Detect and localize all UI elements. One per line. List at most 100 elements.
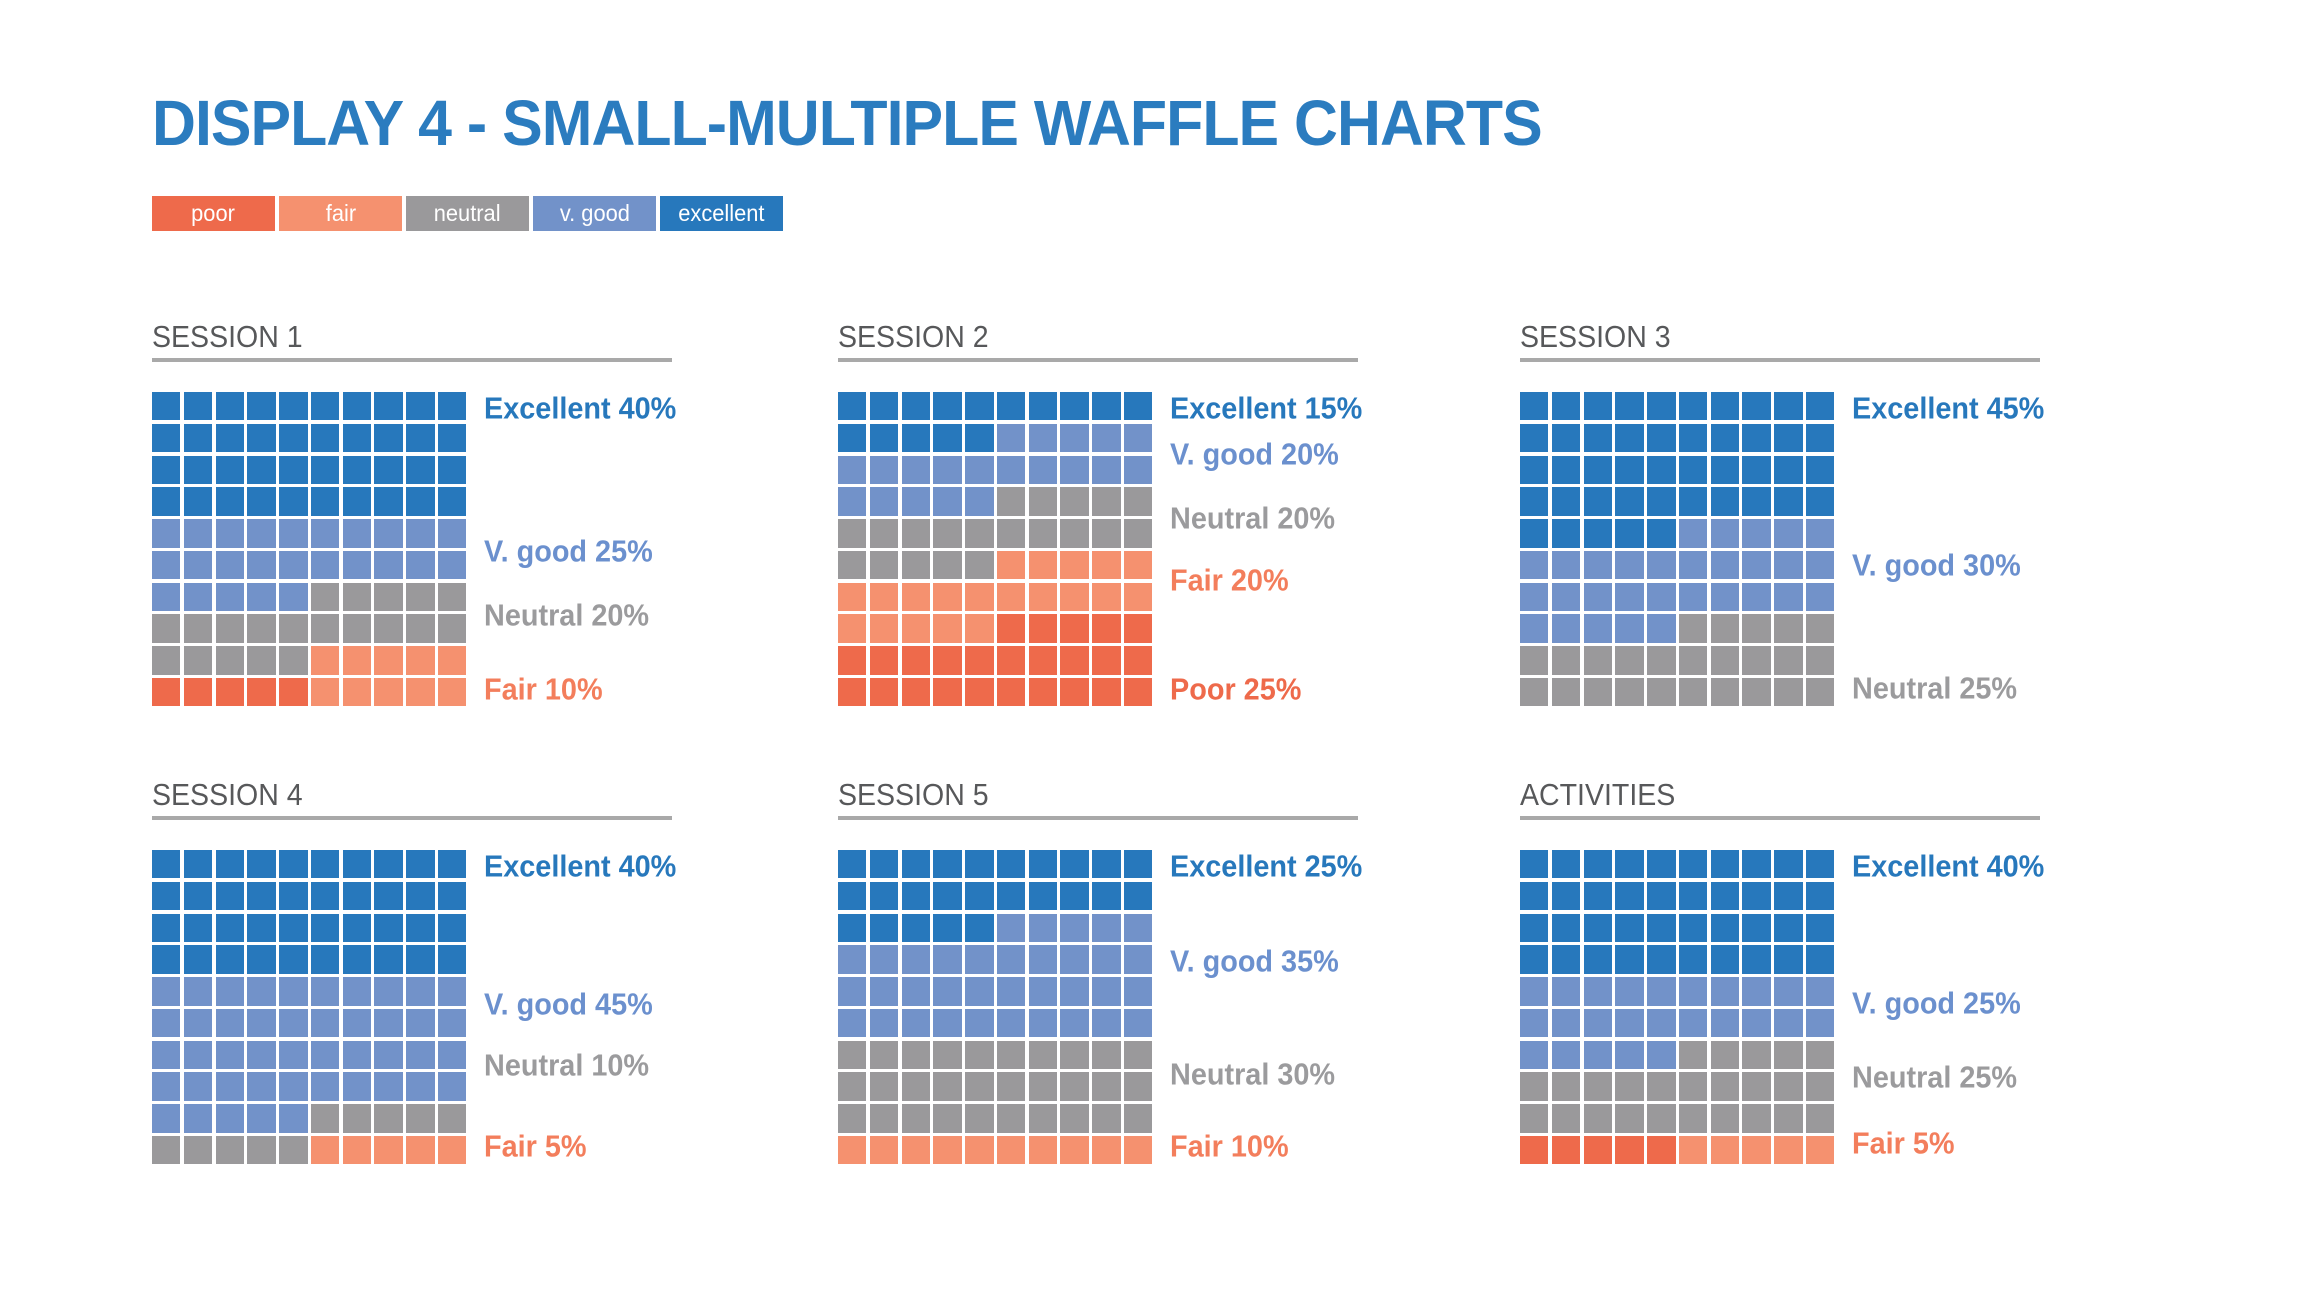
waffle-cell-v_good	[1028, 913, 1058, 942]
waffle-cell-excellent	[1551, 392, 1581, 421]
waffle-cell-excellent	[342, 455, 372, 484]
waffle-cell-neutral	[965, 1072, 994, 1101]
waffle-cell-excellent	[1678, 423, 1708, 453]
category-label-neutral: Neutral 10%	[484, 1047, 650, 1083]
chart-title: SESSION 1	[152, 319, 303, 354]
waffle-cell-neutral	[1647, 646, 1676, 675]
waffle-cell-poor	[1028, 678, 1058, 707]
waffle-cell-excellent	[1028, 881, 1058, 911]
waffle-cell-v_good	[1710, 550, 1740, 580]
waffle-cell-excellent	[1647, 913, 1676, 942]
waffle-cell-excellent	[1647, 850, 1676, 879]
waffle-cell-poor	[183, 678, 213, 707]
waffle-cell-neutral	[1124, 1072, 1153, 1101]
waffle-cell-neutral	[215, 646, 244, 675]
waffle-cell-neutral	[965, 1040, 994, 1070]
waffle-cell-excellent	[1742, 881, 1771, 911]
waffle-cell-excellent	[901, 913, 930, 942]
waffle-cell-excellent	[1806, 913, 1835, 942]
waffle-cell-neutral	[183, 646, 213, 675]
waffle-cell-neutral	[901, 550, 930, 580]
waffle-cell-v_good	[1028, 945, 1058, 974]
waffle-cell-neutral	[1710, 614, 1740, 643]
waffle-cell-v_good	[933, 1008, 962, 1038]
waffle-cell-excellent	[1806, 850, 1835, 879]
waffle-cell-v_good	[1615, 1008, 1644, 1038]
waffle-cell-v_good	[406, 1008, 435, 1038]
waffle-cell-excellent	[310, 392, 340, 421]
waffle-cell-fair	[838, 582, 867, 612]
waffle-cell-excellent	[374, 455, 403, 484]
waffle-cell-excellent	[183, 881, 213, 911]
chart-title: SESSION 4	[152, 777, 303, 812]
waffle-cell-v_good	[1551, 977, 1581, 1006]
waffle-cell-v_good	[247, 1040, 276, 1070]
waffle-cell-excellent	[310, 455, 340, 484]
waffle-cell-neutral	[1551, 646, 1581, 675]
waffle-cell-fair	[1124, 550, 1153, 580]
waffle-cell-excellent	[279, 881, 308, 911]
waffle-cell-v_good	[1092, 423, 1121, 453]
waffle-cell-neutral	[869, 1104, 899, 1133]
waffle-cell-v_good	[1520, 582, 1549, 612]
waffle-cell-v_good	[996, 423, 1026, 453]
waffle-cell-excellent	[215, 487, 244, 516]
waffle-cell-excellent	[215, 913, 244, 942]
waffle-cell-excellent	[1742, 392, 1771, 421]
waffle-cell-v_good	[1647, 550, 1676, 580]
waffle-cell-v_good	[310, 1008, 340, 1038]
waffle-cell-v_good	[1060, 1008, 1089, 1038]
page-title: DISPLAY 4 - SMALL-MULTIPLE WAFFLE CHARTS	[152, 87, 1543, 159]
waffle-cell-v_good	[215, 1072, 244, 1101]
waffle-cell-fair	[1028, 1136, 1058, 1165]
waffle-cell-v_good	[247, 1072, 276, 1101]
waffle-cell-v_good	[374, 977, 403, 1006]
waffle-cell-excellent	[1092, 850, 1121, 879]
waffle-cell-v_good	[279, 1104, 308, 1133]
waffle-cell-excellent	[1124, 850, 1153, 879]
waffle-cell-neutral	[215, 614, 244, 643]
waffle-cell-v_good	[183, 519, 213, 548]
waffle-cell-v_good	[933, 977, 962, 1006]
waffle-cell-poor	[901, 678, 930, 707]
waffle-cell-excellent	[965, 913, 994, 942]
waffle-cell-fair	[869, 614, 899, 643]
waffle-cell-excellent	[406, 913, 435, 942]
waffle-cell-v_good	[869, 1008, 899, 1038]
waffle-cell-v_good	[342, 977, 372, 1006]
waffle-cell-excellent	[152, 392, 181, 421]
waffle-cell-excellent	[965, 881, 994, 911]
waffle-cell-v_good	[1028, 455, 1058, 484]
waffle-cell-excellent	[1092, 392, 1121, 421]
waffle-cell-neutral	[1615, 646, 1644, 675]
waffle-cell-excellent	[901, 423, 930, 453]
waffle-cell-excellent	[279, 423, 308, 453]
waffle-cell-excellent	[406, 423, 435, 453]
waffle-cell-v_good	[1028, 423, 1058, 453]
waffle-cell-excellent	[215, 945, 244, 974]
waffle-cell-excellent	[279, 455, 308, 484]
waffle-cell-excellent	[152, 850, 181, 879]
waffle-cell-neutral	[342, 614, 372, 643]
waffle-cell-v_good	[996, 977, 1026, 1006]
waffle-cell-v_good	[183, 550, 213, 580]
waffle-cell-v_good	[1124, 977, 1153, 1006]
waffle-cell-excellent	[279, 850, 308, 879]
waffle-cell-v_good	[1806, 550, 1835, 580]
waffle-cell-v_good	[869, 945, 899, 974]
waffle-cell-poor	[1060, 614, 1089, 643]
waffle-cell-neutral	[1742, 646, 1771, 675]
waffle-cell-neutral	[1710, 1104, 1740, 1133]
waffle-cell-neutral	[1806, 1040, 1835, 1070]
waffle-cell-excellent	[1806, 945, 1835, 974]
waffle-cell-v_good	[374, 550, 403, 580]
waffle-cell-neutral	[838, 550, 867, 580]
waffle-chart-session-4: SESSION 4 Excellent 40% V. good 45% Neutral…	[152, 776, 822, 1165]
waffle-cell-excellent	[279, 913, 308, 942]
category-label-fair: Fair 5%	[1852, 1125, 1955, 1161]
waffle-area: Excellent 25% V. good 35% Neutral 30% Fair …	[838, 850, 1508, 1165]
waffle-cell-v_good	[1710, 582, 1740, 612]
waffle-cell-neutral	[1028, 1072, 1058, 1101]
waffle-cell-v_good	[965, 945, 994, 974]
